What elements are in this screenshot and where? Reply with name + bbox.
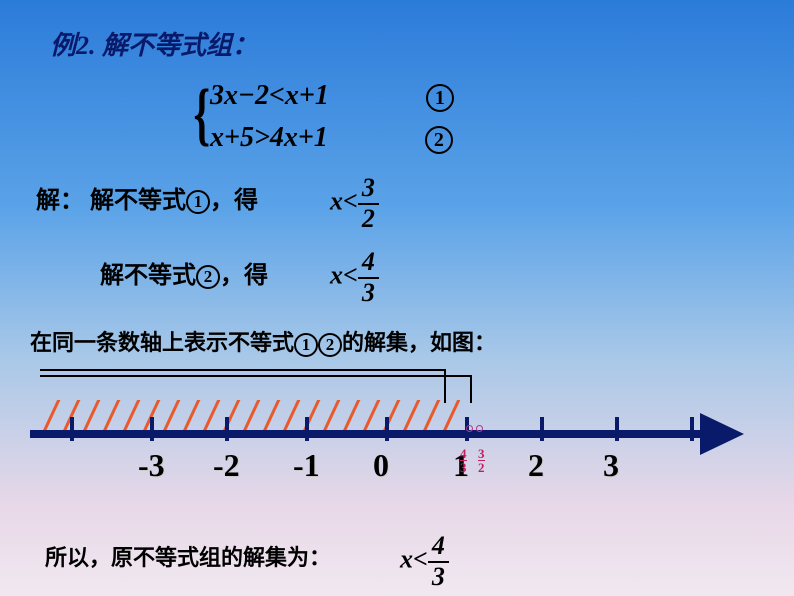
result-2: x<43 bbox=[330, 248, 379, 307]
tick bbox=[70, 417, 74, 441]
equation-system: { 3x−2<x+1 1 x+5>4x+1 2 bbox=[210, 75, 454, 159]
fraction-2: 43 bbox=[358, 248, 379, 307]
r1-num: 3 bbox=[358, 174, 379, 205]
hatch-line bbox=[420, 400, 442, 432]
hatch-line bbox=[400, 400, 422, 432]
solve-step-2: 解不等式2，得 bbox=[100, 255, 268, 290]
hatch-line bbox=[80, 400, 102, 432]
result-1: x<32 bbox=[330, 174, 379, 233]
tick bbox=[615, 417, 619, 441]
hatch-line bbox=[120, 400, 142, 432]
solve2-suffix: ，得 bbox=[220, 263, 268, 289]
tick-label: -2 bbox=[213, 447, 240, 484]
fraction-1: 32 bbox=[358, 174, 379, 233]
r1-var: x< bbox=[330, 187, 358, 216]
circle-1-inline: 1 bbox=[186, 190, 210, 214]
line3-a: 在同一条数轴上表示不等式 bbox=[30, 330, 294, 355]
hatch-line bbox=[220, 400, 242, 432]
r1-den: 2 bbox=[358, 205, 379, 234]
equation-2: x+5>4x+1 2 bbox=[210, 117, 454, 159]
fraction-3: 43 bbox=[428, 532, 449, 591]
tick-label: 3 bbox=[603, 447, 619, 484]
hatch-line bbox=[100, 400, 122, 432]
title-number: 2 bbox=[76, 31, 89, 60]
solve1-suffix: ，得 bbox=[210, 188, 258, 214]
solve-prefix: 解： bbox=[36, 188, 84, 214]
tick-label: 2 bbox=[528, 447, 544, 484]
r2-den: 3 bbox=[358, 279, 379, 308]
tick-label: 0 bbox=[373, 447, 389, 484]
circle-2-cap: 2 bbox=[318, 333, 342, 357]
hatch-line bbox=[320, 400, 342, 432]
hatch-line bbox=[180, 400, 202, 432]
eq1-text: 3x−2<x+1 bbox=[210, 80, 329, 111]
arrow-icon bbox=[700, 413, 744, 455]
hatch-line bbox=[260, 400, 282, 432]
bracket-inner bbox=[40, 369, 446, 403]
hatch-line bbox=[300, 400, 322, 432]
example-title: 例2. 解不等式组： bbox=[50, 25, 258, 62]
r3-num: 4 bbox=[428, 532, 449, 563]
r3-den: 3 bbox=[428, 563, 449, 592]
hatch-line bbox=[340, 400, 362, 432]
open-circle-b bbox=[476, 425, 483, 432]
result-3: x<43 bbox=[400, 532, 449, 591]
circle-label-2: 2 bbox=[425, 126, 453, 154]
tick bbox=[150, 417, 154, 441]
tick bbox=[305, 417, 309, 441]
tick bbox=[225, 417, 229, 441]
hatch-line bbox=[200, 400, 222, 432]
circle-1-cap: 1 bbox=[294, 333, 318, 357]
hatch-line bbox=[280, 400, 302, 432]
axis-line bbox=[30, 430, 710, 438]
eq2-text: x+5>4x+1 bbox=[210, 122, 328, 153]
tick-label: -1 bbox=[293, 447, 320, 484]
circle-label-1: 1 bbox=[426, 84, 454, 112]
r2-num: 4 bbox=[358, 248, 379, 279]
tick-label: -3 bbox=[138, 447, 165, 484]
title-prefix: 例 bbox=[50, 31, 76, 60]
frac-label-b: 32 bbox=[478, 447, 485, 474]
fa-d: 3 bbox=[460, 461, 467, 474]
r3-var: x< bbox=[400, 545, 428, 574]
r2-var: x< bbox=[330, 261, 358, 290]
hatch-line bbox=[380, 400, 402, 432]
equation-1: 3x−2<x+1 1 bbox=[210, 75, 454, 117]
hatch-line bbox=[40, 400, 62, 432]
hatch-line bbox=[160, 400, 182, 432]
hatch-region bbox=[40, 400, 460, 432]
tick bbox=[385, 417, 389, 441]
numberline-caption: 在同一条数轴上表示不等式12的解集，如图： bbox=[30, 325, 496, 357]
open-circle-a bbox=[466, 425, 473, 432]
tick bbox=[690, 417, 694, 441]
hatch-line bbox=[440, 400, 460, 432]
hatch-line bbox=[240, 400, 262, 432]
line3-b: 的解集，如图： bbox=[342, 330, 496, 355]
conclusion: 所以，原不等式组的解集为： bbox=[45, 540, 331, 572]
hatch-line bbox=[360, 400, 382, 432]
tick bbox=[540, 417, 544, 441]
fb-d: 2 bbox=[478, 461, 485, 474]
circle-2-inline: 2 bbox=[196, 265, 220, 289]
solve1-text: 解不等式 bbox=[90, 188, 186, 214]
number-line: -3-2-10123 43 32 bbox=[30, 355, 760, 505]
brace-icon: { bbox=[194, 80, 211, 150]
frac-label-a: 43 bbox=[460, 447, 467, 474]
solve2-text: 解不等式 bbox=[100, 263, 196, 289]
fb-n: 3 bbox=[478, 447, 485, 461]
title-suffix: . 解不等式组： bbox=[89, 31, 258, 60]
solve-step-1: 解： 解不等式1，得 bbox=[36, 180, 258, 215]
fa-n: 4 bbox=[460, 447, 467, 461]
